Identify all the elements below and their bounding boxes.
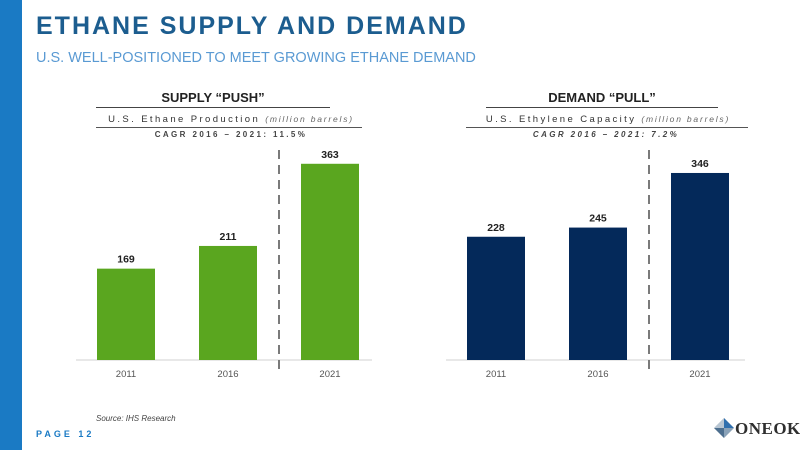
- supply-tick-2021: 2021: [319, 369, 340, 380]
- page-subtitle: U.S. WELL-POSITIONED TO MEET GROWING ETH…: [36, 50, 476, 66]
- demand-cagr: CAGR 2016 – 2021: 7.2%: [532, 130, 680, 139]
- oneok-logo-text: ONEOK: [735, 419, 800, 438]
- supply-cagr: CAGR 2016 – 2021: 11.5%: [154, 130, 308, 139]
- supply-data-label-2021: 363: [321, 149, 339, 161]
- demand-metric-label: U.S. Ethylene Capacity (million barrels): [468, 114, 748, 125]
- demand-tick-2016: 2016: [587, 369, 608, 380]
- source-note: Source: IHS Research: [96, 414, 176, 423]
- left-accent-bar: [0, 0, 22, 450]
- supply-metric-rule: [96, 127, 362, 128]
- page-title: ETHANE SUPPLY AND DEMAND: [36, 12, 468, 40]
- supply-metric-name: U.S. Ethane Production: [108, 114, 261, 125]
- oneok-logo: ONEOK: [713, 417, 800, 441]
- demand-metric-rule: [466, 127, 748, 128]
- demand-data-label-2016: 245: [589, 213, 607, 225]
- supply-bar-2016: [199, 245, 257, 360]
- supply-data-label-2011: 169: [117, 254, 135, 266]
- demand-metric-name: U.S. Ethylene Capacity: [485, 114, 637, 125]
- demand-data-label-2021: 346: [691, 158, 709, 170]
- supply-heading-rule: [96, 107, 330, 108]
- supply-tick-2011: 2011: [116, 369, 136, 380]
- demand-bar-2021: [671, 172, 729, 360]
- supply-data-label-2016: 211: [220, 231, 237, 243]
- supply-bar-2011: [97, 268, 155, 360]
- supply-bar-2021: [301, 163, 359, 360]
- demand-tick-2011: 2011: [486, 369, 506, 380]
- demand-heading-rule: [486, 107, 718, 108]
- demand-bar-2016: [569, 227, 627, 360]
- supply-heading: SUPPLY “PUSH”: [161, 90, 265, 105]
- oneok-logo-icon: [714, 418, 734, 438]
- demand-heading: DEMAND “PULL”: [548, 90, 656, 105]
- demand-bar-2011: [467, 236, 525, 360]
- supply-metric-unit: (million barrels): [265, 114, 354, 124]
- supply-metric-label: U.S. Ethane Production (million barrels): [96, 114, 366, 125]
- page-number: PAGE 12: [36, 429, 95, 439]
- demand-metric-unit: (million barrels): [641, 114, 731, 124]
- demand-tick-2021: 2021: [689, 369, 710, 380]
- demand-data-label-2011: 228: [487, 222, 505, 234]
- supply-tick-2016: 2016: [217, 369, 238, 380]
